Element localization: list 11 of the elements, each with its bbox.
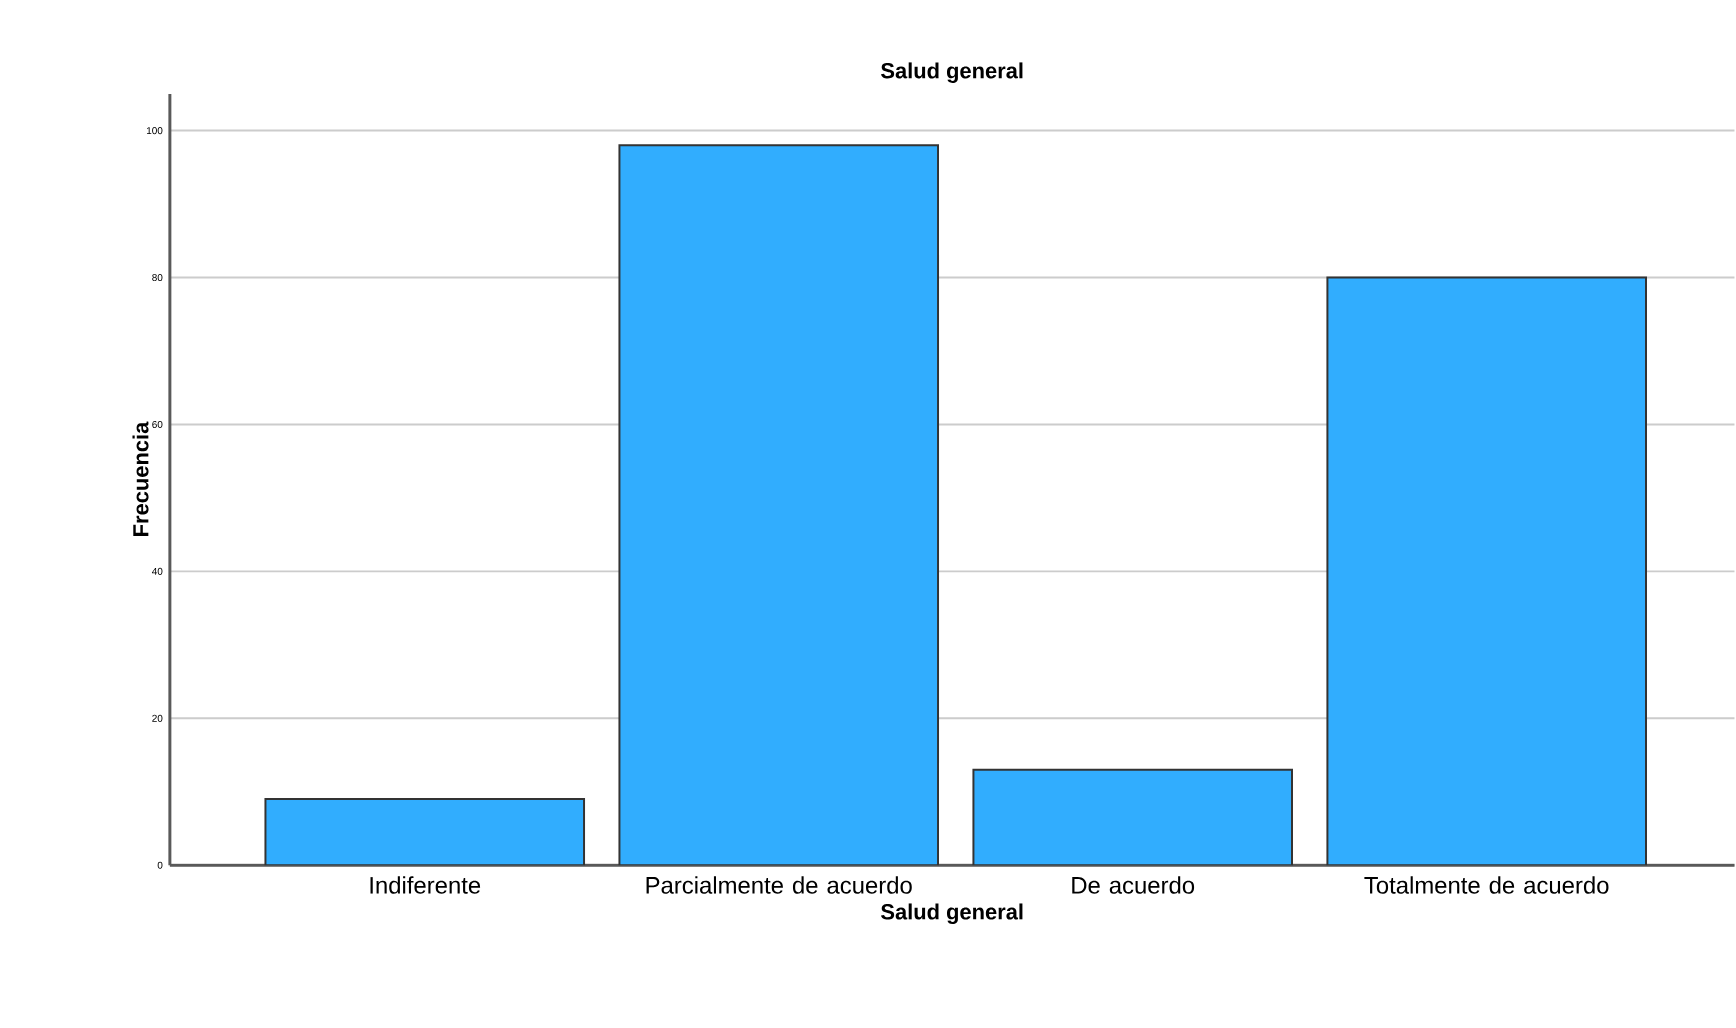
chart-title: Salud general [881,62,1023,84]
x-axis-title: Salud general [881,903,1023,925]
bar [264,798,586,866]
bar [1326,277,1647,866]
x-tick-label: De acuerdo [1072,876,1195,895]
bar [618,144,940,866]
x-tick-label: Parcialmente de acuerdo [646,876,912,895]
bar [972,769,1294,866]
x-tick-label: Indiferente [370,876,481,895]
x-tick-label: Totalmente de acuerdo [1364,876,1609,895]
y-axis-title: Frecuencia [132,422,149,537]
